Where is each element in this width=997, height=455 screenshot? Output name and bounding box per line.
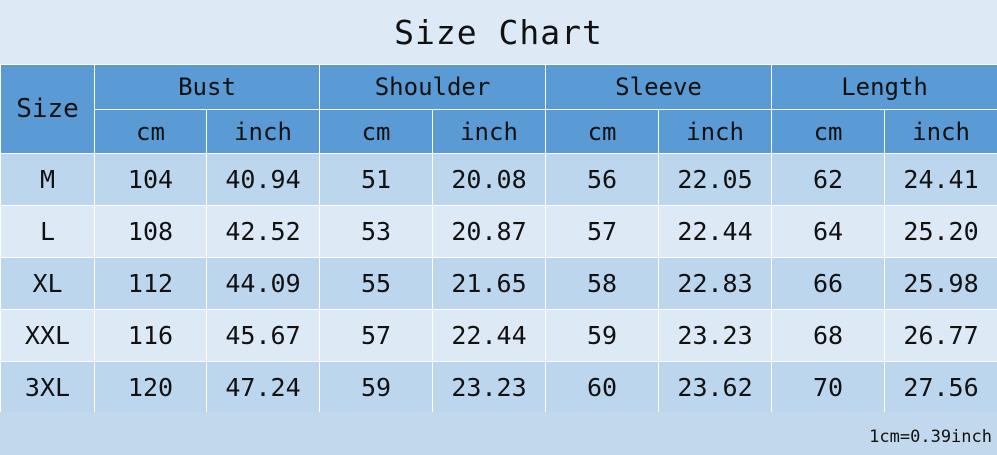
bust-header: Bust (93, 64, 321, 110)
page-title: Size Chart (394, 12, 603, 52)
value-cell: 68 (771, 309, 886, 362)
value-cell: 59 (319, 361, 434, 414)
size-cell: L (0, 205, 95, 258)
value-cell: 120 (94, 361, 207, 414)
value-cell: 59 (545, 309, 660, 362)
value-cell: 104 (94, 153, 207, 206)
value-cell: 60 (545, 361, 660, 414)
size-cell: M (0, 153, 95, 206)
header-group-row: Size Bust Shoulder Sleeve Length (0, 64, 997, 154)
footer-bar: 1cm=0.39inch (0, 412, 997, 455)
value-cell: 108 (94, 205, 207, 258)
value-cell: 25.20 (884, 205, 997, 258)
value-cell: 66 (771, 257, 886, 310)
value-cell: 26.77 (884, 309, 997, 362)
value-cell: 57 (545, 205, 660, 258)
unit-header: cm (94, 109, 207, 154)
unit-header: cm (545, 109, 660, 154)
value-cell: 112 (94, 257, 207, 310)
unit-header: inch (658, 109, 773, 154)
length-header: Length (771, 64, 997, 110)
value-cell: 22.44 (432, 309, 547, 362)
value-cell: 55 (319, 257, 434, 310)
table-row: XXL 116 45.67 57 22.44 59 23.23 68 26.77 (0, 309, 997, 362)
value-cell: 40.94 (205, 153, 321, 206)
value-cell: 70 (771, 361, 886, 414)
value-cell: 51 (319, 153, 434, 206)
value-cell: 22.44 (658, 205, 773, 258)
value-cell: 23.23 (432, 361, 547, 414)
value-cell: 44.09 (205, 257, 321, 310)
value-cell: 45.67 (205, 309, 321, 362)
value-cell: 22.83 (658, 257, 773, 310)
table-row: M 104 40.94 51 20.08 56 22.05 62 24.41 (0, 153, 997, 206)
table-row: XL 112 44.09 55 21.65 58 22.83 66 25.98 (0, 257, 997, 310)
table-row: L 108 42.52 53 20.87 57 22.44 64 25.20 (0, 205, 997, 258)
value-cell: 56 (545, 153, 660, 206)
value-cell: 25.98 (884, 257, 997, 310)
unit-header: cm (771, 109, 886, 154)
size-header: Size (0, 64, 95, 154)
size-cell: XXL (0, 309, 95, 362)
value-cell: 22.05 (658, 153, 773, 206)
unit-header: inch (432, 109, 547, 154)
value-cell: 27.56 (884, 361, 997, 414)
unit-header: cm (319, 109, 434, 154)
value-cell: 62 (771, 153, 886, 206)
value-cell: 64 (771, 205, 886, 258)
size-cell: 3XL (0, 361, 95, 414)
value-cell: 116 (94, 309, 207, 362)
table-row: 3XL 120 47.24 59 23.23 60 23.62 70 27.56 (0, 361, 997, 414)
value-cell: 42.52 (205, 205, 321, 258)
header-unit-row: cm inch cm inch cm inch cm inch (1, 109, 997, 154)
value-cell: 23.23 (658, 309, 773, 362)
size-chart-table: Size Bust Shoulder Sleeve Length cm inch… (0, 64, 997, 414)
value-cell: 24.41 (884, 153, 997, 206)
value-cell: 53 (319, 205, 434, 258)
value-cell: 20.87 (432, 205, 547, 258)
sleeve-header: Sleeve (545, 64, 773, 110)
value-cell: 57 (319, 309, 434, 362)
unit-header: inch (205, 109, 321, 154)
title-bar: Size Chart (0, 0, 997, 64)
shoulder-header: Shoulder (319, 64, 547, 110)
conversion-note: 1cm=0.39inch (869, 427, 992, 447)
size-cell: XL (0, 257, 95, 310)
value-cell: 23.62 (658, 361, 773, 414)
unit-header: inch (884, 109, 997, 154)
value-cell: 21.65 (432, 257, 547, 310)
value-cell: 47.24 (205, 361, 321, 414)
value-cell: 20.08 (432, 153, 547, 206)
value-cell: 58 (545, 257, 660, 310)
